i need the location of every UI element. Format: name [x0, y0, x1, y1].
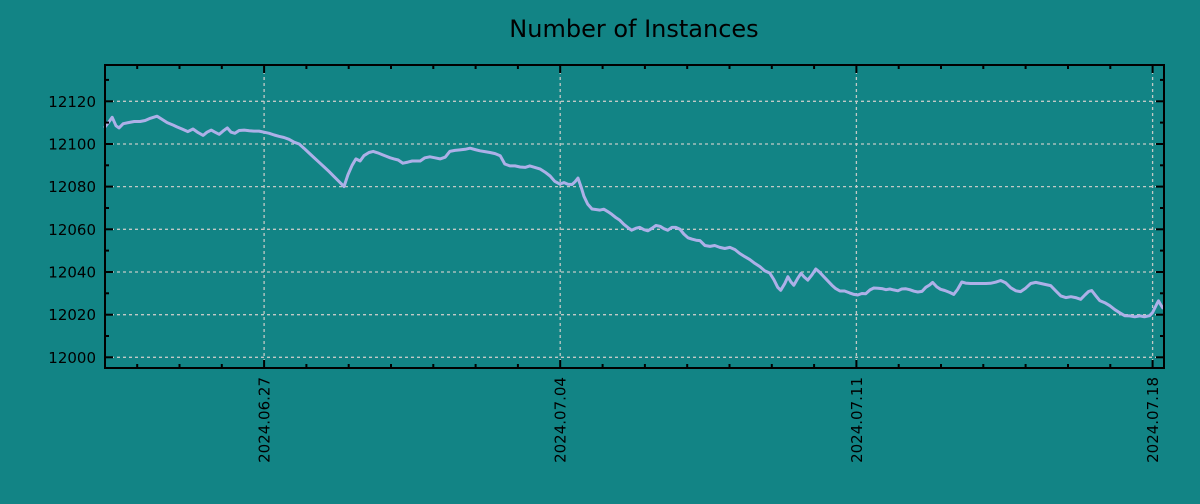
plot-border: [104, 64, 1165, 369]
x-tick-label: 2024.07.04: [552, 377, 570, 463]
y-tick-label: 12060: [48, 221, 96, 239]
y-tick-label: 12100: [48, 136, 96, 154]
x-tick-label: 2024.07.18: [1144, 377, 1162, 463]
y-tick-label: 12120: [48, 93, 96, 111]
data-line-instances: [103, 114, 1165, 319]
y-tick-label: 12040: [48, 264, 96, 282]
y-tick-label: 12000: [48, 349, 96, 367]
y-tick-label: 12080: [48, 178, 96, 196]
chart-title: Number of Instances: [509, 15, 758, 43]
y-tick-label: 12020: [48, 306, 96, 324]
x-tick-label: 2024.07.11: [848, 377, 866, 463]
x-tick-label: 2024.06.27: [256, 377, 274, 463]
